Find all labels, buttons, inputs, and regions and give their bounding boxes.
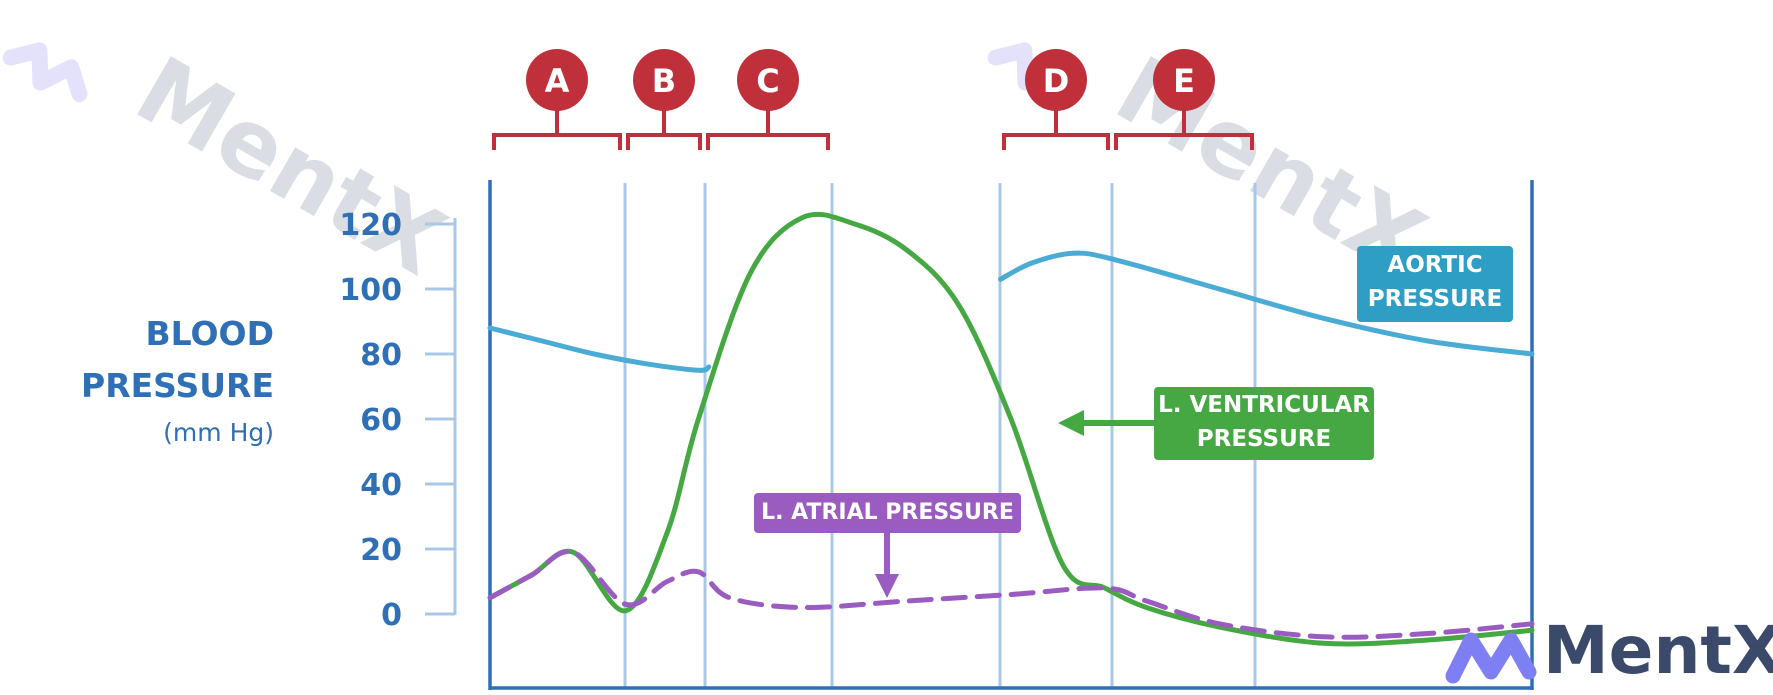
phase-letter: E xyxy=(1173,62,1195,100)
aortic-label-line2: PRESSURE xyxy=(1367,286,1503,312)
ventricular-label-line1: L. VENTRICULAR xyxy=(1158,392,1370,418)
y-tick-label: 40 xyxy=(360,468,402,503)
y-tick-label: 0 xyxy=(381,598,402,633)
phase-markers: A B C D E xyxy=(492,49,1254,150)
atrial-arrow-icon xyxy=(875,532,899,598)
y-tick-label: 120 xyxy=(339,208,402,243)
phase-marker-b: B xyxy=(626,49,702,150)
phase-marker-e: E xyxy=(1114,49,1254,150)
ventricular-label-line2: PRESSURE xyxy=(1196,426,1332,452)
atrial-pressure-curve xyxy=(487,549,1535,640)
watermark-text: MentX xyxy=(119,36,462,296)
y-axis-title: BLOOD PRESSURE xyxy=(60,308,274,412)
ventricular-pressure-label: L. VENTRICULAR PRESSURE xyxy=(1154,387,1374,460)
y-tick-label: 60 xyxy=(360,403,402,438)
y-axis-unit: (mm Hg) xyxy=(163,418,274,447)
y-axis-title-line2: PRESSURE xyxy=(81,366,274,405)
ventricular-arrow-icon xyxy=(1058,410,1155,436)
y-axis-title-line1: BLOOD xyxy=(145,314,274,353)
phase-letter: B xyxy=(652,62,676,100)
aortic-label-line1: AORTIC xyxy=(1387,252,1483,278)
atrial-pressure-label: L. ATRIAL PRESSURE xyxy=(754,493,1021,533)
mentx-logo-icon xyxy=(1445,632,1537,684)
phase-marker-c: C xyxy=(706,49,830,150)
phase-letter: D xyxy=(1043,62,1070,100)
brand-logo: MentX xyxy=(1445,612,1773,692)
y-axis-ticks: 0 20 40 60 80 100 120 xyxy=(339,208,455,633)
phase-letter: A xyxy=(545,62,570,100)
phase-letter: C xyxy=(756,62,779,100)
phase-marker-a: A xyxy=(492,49,622,150)
brand-name: MentX xyxy=(1543,612,1773,689)
phase-marker-d: D xyxy=(1002,49,1110,150)
y-tick-label: 80 xyxy=(360,338,402,373)
y-tick-label: 100 xyxy=(339,273,402,308)
mentx-logo-icon xyxy=(2,42,88,103)
y-tick-label: 20 xyxy=(360,533,402,568)
watermark-top-left: MentX xyxy=(2,36,462,296)
aortic-pressure-label: AORTIC PRESSURE xyxy=(1357,246,1513,322)
aortic-pressure-curve xyxy=(487,250,1535,373)
